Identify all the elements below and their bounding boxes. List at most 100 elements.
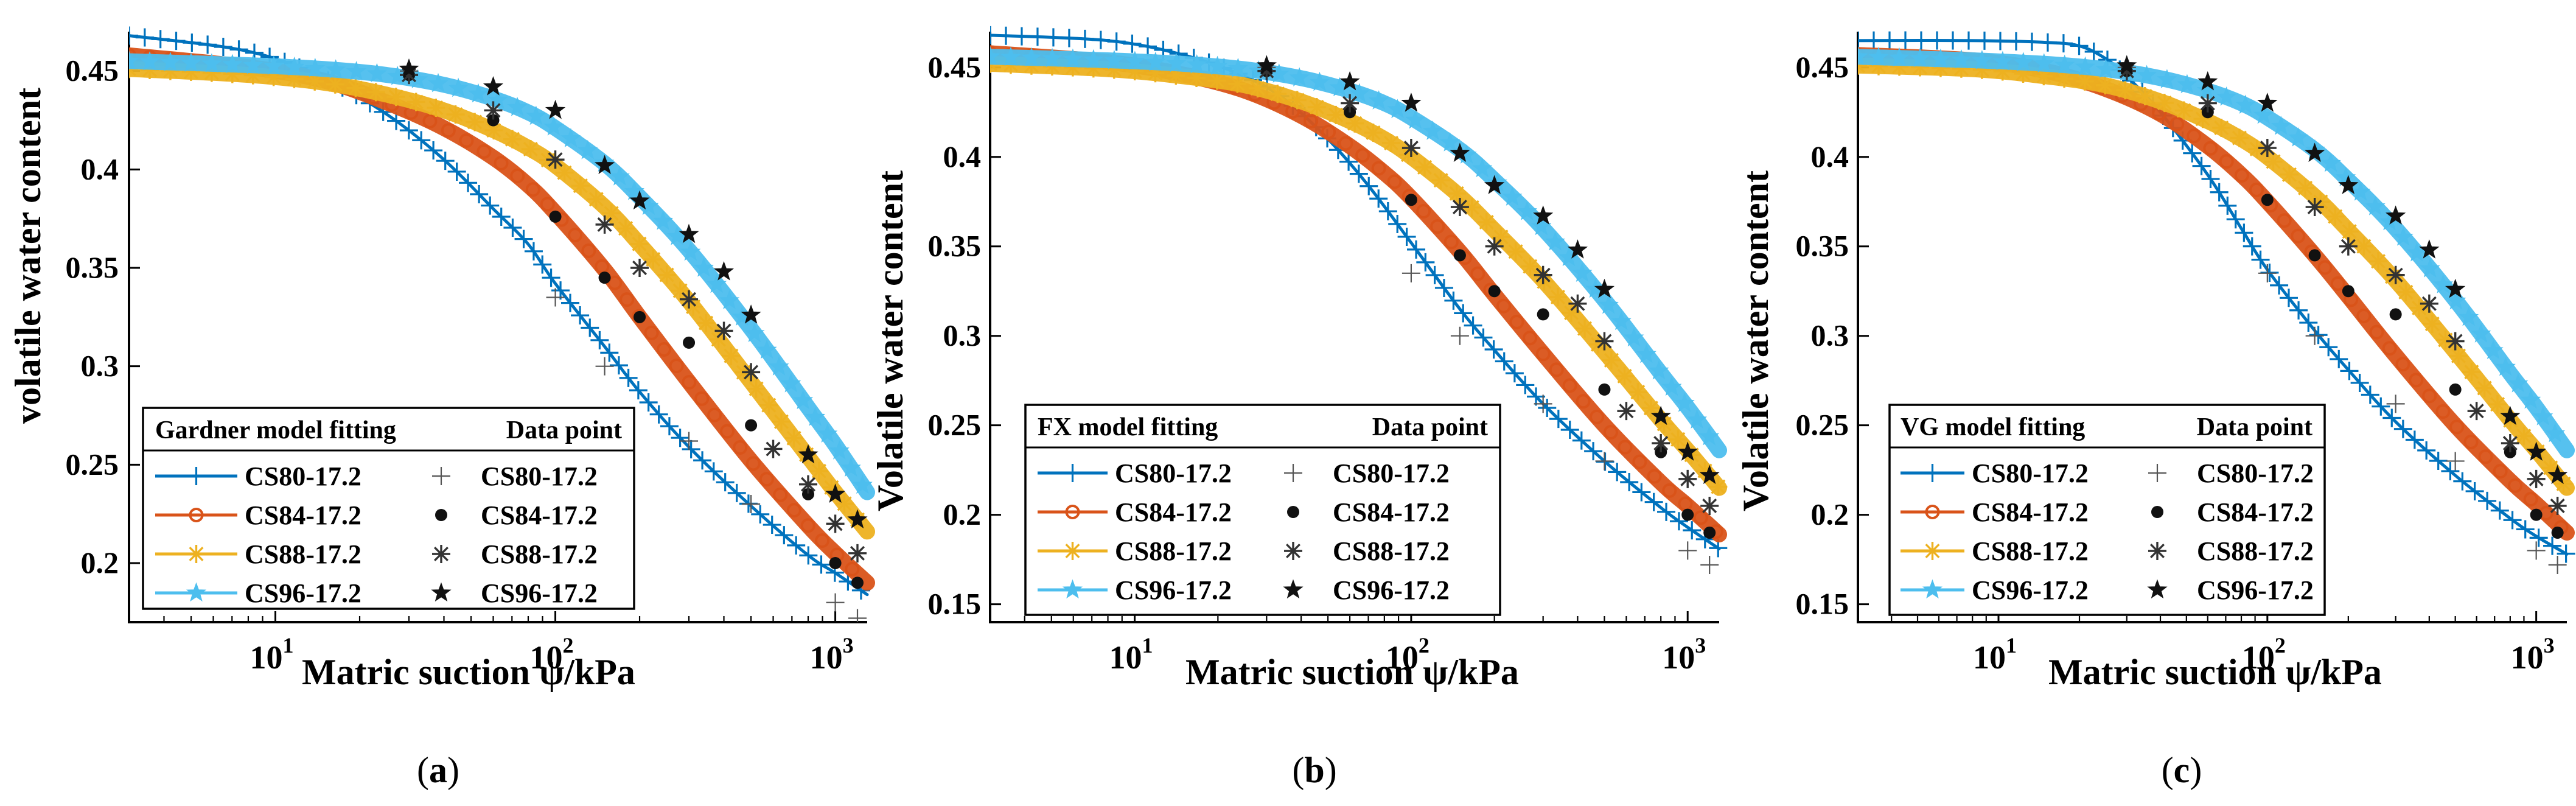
fit-marker [2529,528,2548,547]
legend-fit-marker [1923,542,1942,560]
fit-marker [2330,276,2345,291]
fit-marker [1952,59,1970,78]
chart-panel-2: 0.15 0.2 0.25 0.3 0.35 0.4 0.45 101 102 103 Matric… [870,26,1728,790]
fit-marker [1075,29,1094,48]
data-point-CS96-17.2 [1677,441,1698,461]
fit-marker [1930,48,1951,68]
fit-marker [1355,148,1370,163]
legend-fit-label: CS96-17.2 [245,578,361,608]
legend-fit-marker [189,508,204,522]
fit-marker [1496,298,1511,314]
fit-marker [2251,250,2270,269]
data-point-CS88-17.2 [2548,496,2567,515]
fit-marker [503,130,522,149]
fit-marker [1993,62,2012,81]
fit-marker [809,461,828,480]
y-axis-title: Volatile water content [1736,170,1776,511]
fit-marker [2235,94,2256,114]
fit-marker [2478,491,2497,510]
fit-marker [441,123,456,138]
fit-marker [427,99,445,117]
fit-marker [1338,136,1353,151]
fit-marker [2368,252,2387,271]
fit-marker [366,63,387,83]
legend-data-marker [435,509,447,521]
fit-marker [2247,139,2266,158]
fit-marker [1104,49,1125,69]
fit-marker [1227,57,1249,77]
fit-marker [2393,419,2412,438]
data-point-CS96-17.2 [1256,55,1277,74]
y-tick-label: 0.45 [1796,50,1849,84]
data-point-CS80-17.2 [680,432,699,450]
fit-marker [2382,408,2401,427]
fit-marker [476,144,492,159]
fit-marker [1545,231,1566,251]
data-point-CS84-17.2 [2530,508,2543,521]
fit-marker [2488,395,2507,414]
data-point-CS88-17.2 [714,321,733,340]
fit-marker [2417,441,2436,460]
fit-marker [2006,32,2025,51]
fit-marker [2038,33,2057,52]
legend-data-marker [432,545,450,563]
fit-marker [503,218,522,237]
fit-marker [561,293,580,312]
fit-marker [2336,167,2356,186]
x-axis-title: Matric suction ψ/kPa [1185,652,1519,692]
data-point-CS88-17.2 [484,101,503,120]
data-point-CS80-17.2 [1700,555,1719,574]
fit-marker [151,30,170,49]
data-point-CS96-17.2 [2419,239,2440,259]
legend-fit-marker [187,467,206,485]
fit-marker [571,306,590,325]
data-point-CS84-17.2 [487,114,500,127]
fit-marker [1649,360,1669,380]
fit-marker [1288,91,1307,110]
legend-box [1024,404,1501,616]
fit-marker [160,52,181,71]
fit-marker [639,393,658,412]
fit-marker [1028,27,1047,46]
y-tick-label: 0.2 [1811,497,1849,531]
fit-marker [1584,442,1603,461]
fit-marker [2503,511,2522,530]
fit-marker [990,26,999,44]
data-point-CS96-17.2 [2500,405,2521,426]
fit-marker [2475,379,2494,398]
fit-marker [571,177,590,195]
fit-marker [201,53,222,72]
fit-marker [1339,152,1358,171]
fit-marker [756,339,777,359]
data-point-CS96-17.2 [1401,93,1422,112]
fit-marker [2533,406,2553,426]
fit-marker [644,250,663,269]
legend-data-marker [431,582,452,602]
fit-marker [2075,56,2096,76]
fit-marker [990,46,1000,66]
data-point-CS96-17.2 [629,190,650,210]
fit-marker [1063,58,1082,77]
data-point-CS96-17.2 [1339,71,1360,91]
data-point-CS96-17.2 [1594,278,1615,298]
x-tick-label: 101 [250,633,294,676]
data-point-CS84-17.2 [2551,527,2564,539]
fit-marker [2369,324,2384,340]
fit-marker [2423,315,2442,334]
fit-marker [2340,362,2359,380]
fit-marker [2422,388,2437,404]
fit-marker [1602,351,1621,370]
fit-marker [1669,430,1688,449]
fit-marker [1972,60,1991,79]
data-point-CS80-17.2 [2386,394,2405,413]
data-point-CS96-17.2 [2386,205,2406,225]
fit-marker [1382,133,1401,152]
fit-marker [2478,449,2493,464]
fit-marker [346,79,365,97]
legend-fit-label: CS88-17.2 [1115,536,1232,566]
fit-marker [1517,201,1537,220]
legend-fit-label: CS96-17.2 [1972,575,2089,605]
fit-marker [1444,291,1463,310]
fit-marker [1951,49,1972,69]
data-point-CS84-17.2 [1703,527,1716,539]
